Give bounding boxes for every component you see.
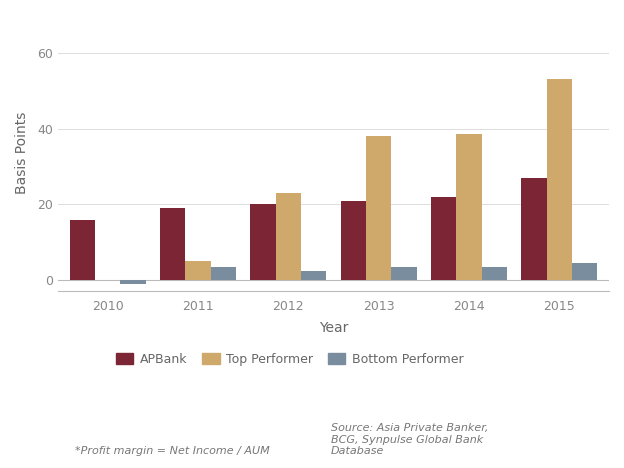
Bar <box>522 178 547 280</box>
X-axis label: Year: Year <box>319 321 348 335</box>
Bar <box>120 280 145 284</box>
Y-axis label: Basis Points: Basis Points <box>15 112 29 194</box>
Bar <box>572 263 597 280</box>
Bar <box>366 136 391 280</box>
Bar <box>276 193 301 280</box>
Legend: APBank, Top Performer, Bottom Performer: APBank, Top Performer, Bottom Performer <box>116 353 463 366</box>
Bar <box>482 267 507 280</box>
Bar <box>456 134 482 280</box>
Text: Source: Asia Private Banker,
BCG, Synpulse Global Bank
Database: Source: Asia Private Banker, BCG, Synpul… <box>331 423 488 456</box>
Bar <box>70 219 95 280</box>
Bar <box>301 271 326 280</box>
Bar <box>250 205 276 280</box>
Bar <box>211 267 236 280</box>
Text: *Profit margin = Net Income / AUM: *Profit margin = Net Income / AUM <box>75 446 270 456</box>
Bar <box>547 80 572 280</box>
Bar <box>160 208 185 280</box>
Bar <box>431 197 456 280</box>
Bar <box>185 261 211 280</box>
Bar <box>391 267 417 280</box>
Bar <box>341 201 366 280</box>
